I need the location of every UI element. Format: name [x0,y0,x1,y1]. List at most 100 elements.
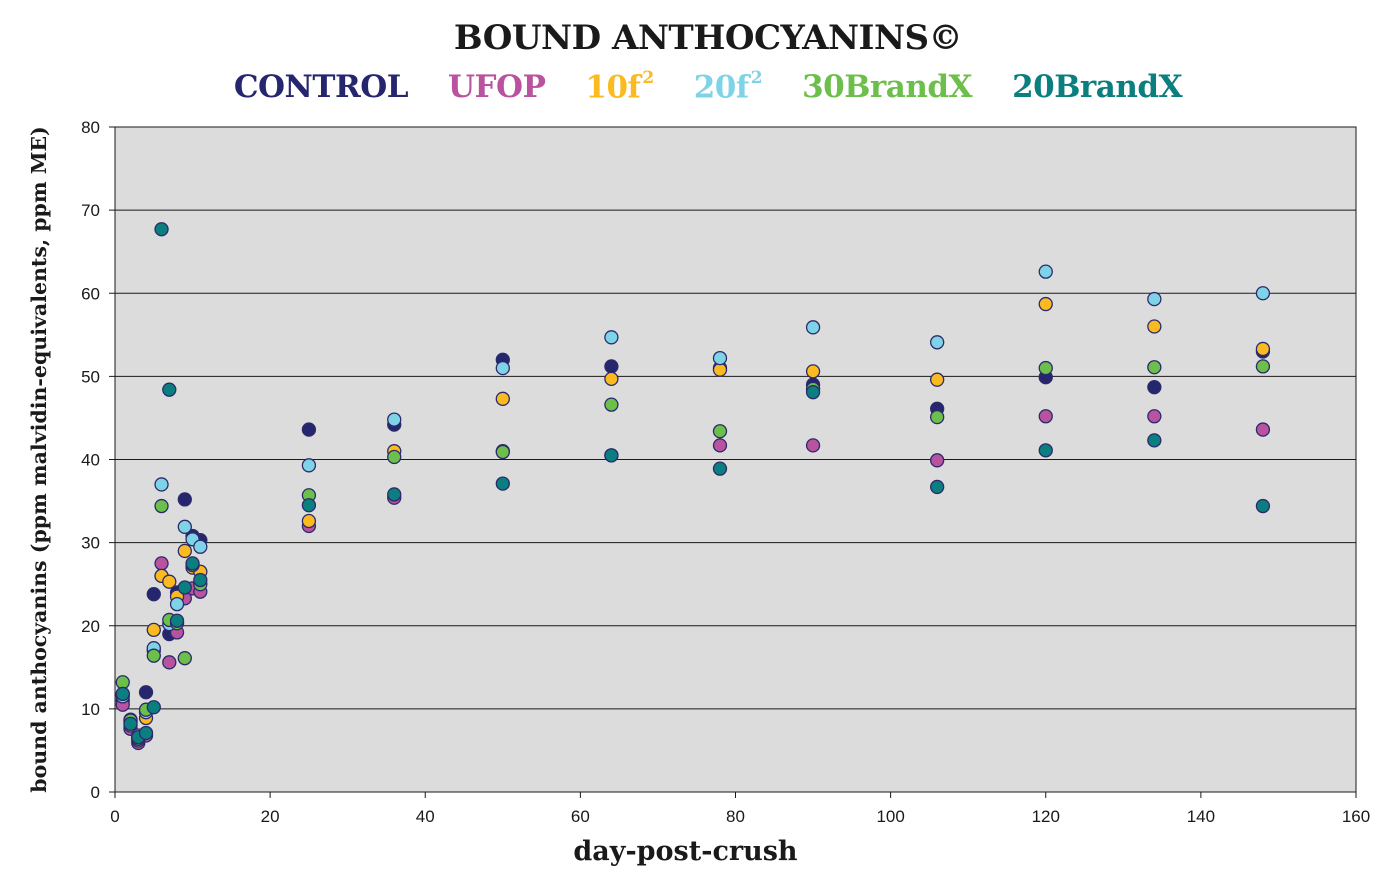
legend-label: 10f [585,69,641,106]
legend-entry: CONTROL [233,69,409,106]
series-20brandx [115,222,1271,745]
y-axis-title: bound anthocyanins (ppm malvidin-equival… [27,126,51,792]
data-point [138,725,154,741]
legend-entry: 20f 2 [693,68,763,106]
data-point [495,391,510,406]
legend-entry: 20BrandX [1012,69,1183,106]
data-point [162,574,177,589]
data-point [193,539,208,554]
x-tick-label: 40 [416,807,435,826]
data-point [930,479,945,495]
data-point [162,655,177,670]
data-point [1255,422,1271,437]
x-axis-title: day-post-crush [573,836,798,867]
data-point [301,422,317,437]
y-tick-label: 0 [91,783,100,802]
data-point [495,360,510,376]
data-point [138,685,154,700]
data-point [162,382,177,397]
data-point [604,359,619,374]
legend-label: 20BrandX [1012,69,1183,106]
legend-label: UFOP [448,69,546,106]
data-point [604,448,619,463]
data-point [1038,409,1053,424]
data-point [301,498,317,513]
data-point [177,543,192,559]
data-point [177,519,192,534]
data-point [1038,264,1053,279]
data-point [604,371,619,387]
data-point [177,580,192,595]
legend-label: 30BrandX [802,69,973,106]
legend-label: 20f [693,69,749,106]
y-tick-label: 20 [81,617,100,636]
data-point [154,477,169,492]
data-point [930,372,945,387]
data-point [387,487,402,502]
data-point [1038,296,1053,312]
legend-superscript: 2 [750,68,763,88]
data-point [146,622,161,638]
data-point [1038,360,1053,376]
data-point [930,409,945,425]
data-point [1147,319,1162,334]
data-point [301,513,317,529]
data-point [185,556,200,571]
chart-title: BOUND ANTHOCYANINS© [453,18,963,58]
data-point [1147,380,1162,395]
x-tick-label: 160 [1342,807,1370,826]
y-tick-label: 60 [81,284,100,303]
data-point [805,438,821,453]
data-point [712,350,728,366]
data-points [115,222,1271,751]
legend-label: CONTROL [233,69,409,106]
data-point [301,458,317,473]
data-point [193,572,208,588]
x-tick-label: 20 [261,807,280,826]
x-tick-label: 120 [1032,807,1060,826]
data-point [387,412,402,427]
legend-entry: UFOP [448,69,546,106]
data-point [712,438,728,453]
data-point [805,320,821,335]
data-point [1255,286,1271,301]
data-point [115,686,130,702]
data-point [805,364,821,379]
data-point [1255,341,1271,357]
data-point [1147,291,1162,307]
y-tick-label: 50 [81,367,100,386]
data-point [712,461,728,476]
data-point [930,335,945,350]
data-point [169,613,185,628]
data-point [1147,433,1162,448]
data-point [1255,359,1271,374]
data-point [1038,443,1053,458]
x-tick-label: 0 [110,807,119,826]
data-point [146,648,161,663]
legend: CONTROL UFOP 10f 2 20f 2 30BrandX 20BrandX [0,68,1386,105]
x-tick-label: 100 [876,807,904,826]
data-point [1147,409,1162,424]
data-point [495,476,510,491]
x-tick-label: 80 [726,807,745,826]
legend-entry: 10f 2 [585,68,654,106]
data-point [154,556,169,571]
data-point [146,700,161,715]
legend-entry: 30BrandX [802,69,973,106]
data-point [154,498,169,514]
data-point [604,397,619,412]
x-tick-label: 140 [1187,807,1215,826]
data-point [123,716,138,731]
data-point [154,222,169,237]
tick-labels: 0 20 40 60 80 100 120 140 160 0 10 20 30 40 50 60 70 80 [81,118,1370,826]
y-tick-label: 80 [81,118,100,137]
data-point [177,651,192,666]
data-point [169,596,185,612]
data-point [495,444,510,460]
data-point [387,449,402,465]
legend-superscript: 2 [642,68,654,88]
data-point [930,453,945,468]
data-point [604,330,619,345]
y-tick-label: 40 [81,451,100,470]
data-point [805,385,821,400]
